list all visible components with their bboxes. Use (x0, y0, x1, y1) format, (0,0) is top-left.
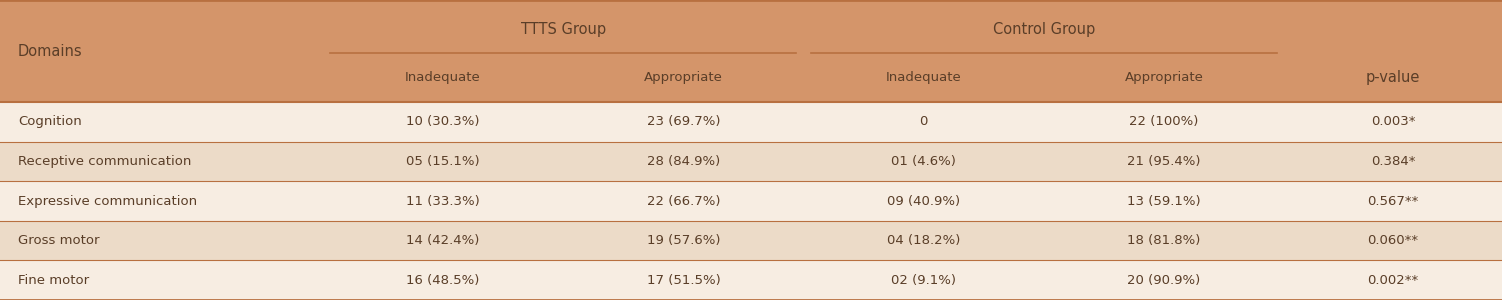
Text: Domains: Domains (18, 44, 83, 59)
Text: 19 (57.6%): 19 (57.6%) (647, 234, 719, 247)
Text: 23 (69.7%): 23 (69.7%) (647, 115, 719, 128)
Text: Fine motor: Fine motor (18, 274, 89, 287)
Text: 20 (90.9%): 20 (90.9%) (1128, 274, 1200, 287)
Text: 22 (100%): 22 (100%) (1130, 115, 1199, 128)
Text: 0.060**: 0.060** (1367, 234, 1419, 247)
Bar (0, 221, 1502, 260)
Text: Inadequate: Inadequate (406, 71, 481, 84)
Text: 01 (4.6%): 01 (4.6%) (891, 155, 957, 168)
Text: 16 (48.5%): 16 (48.5%) (407, 274, 479, 287)
Text: Receptive communication: Receptive communication (18, 155, 191, 168)
Text: Expressive communication: Expressive communication (18, 194, 197, 208)
Text: 18 (81.8%): 18 (81.8%) (1128, 234, 1200, 247)
Text: Inadequate: Inadequate (886, 71, 961, 84)
Bar (0, 102, 1502, 142)
Text: 09 (40.9%): 09 (40.9%) (888, 194, 960, 208)
Text: 0.002**: 0.002** (1367, 274, 1419, 287)
Text: 21 (95.4%): 21 (95.4%) (1128, 155, 1200, 168)
Text: 0.003*: 0.003* (1371, 115, 1415, 128)
Text: 14 (42.4%): 14 (42.4%) (407, 234, 479, 247)
Text: 17 (51.5%): 17 (51.5%) (646, 274, 721, 287)
Text: 13 (59.1%): 13 (59.1%) (1126, 194, 1202, 208)
Text: 10 (30.3%): 10 (30.3%) (407, 115, 479, 128)
Text: TTTS Group: TTTS Group (521, 22, 605, 37)
Text: 0.567**: 0.567** (1367, 194, 1419, 208)
Text: Appropriate: Appropriate (644, 71, 722, 84)
Bar (0, 0, 1502, 102)
Text: Cognition: Cognition (18, 115, 81, 128)
Text: Appropriate: Appropriate (1125, 71, 1203, 84)
Text: 0.384*: 0.384* (1371, 155, 1415, 168)
Text: 05 (15.1%): 05 (15.1%) (406, 155, 481, 168)
Text: 02 (9.1%): 02 (9.1%) (891, 274, 957, 287)
Bar (0, 260, 1502, 300)
Text: 28 (84.9%): 28 (84.9%) (647, 155, 719, 168)
Text: 11 (33.3%): 11 (33.3%) (406, 194, 481, 208)
Text: 04 (18.2%): 04 (18.2%) (888, 234, 960, 247)
Text: p-value: p-value (1365, 70, 1421, 85)
Text: Control Group: Control Group (993, 22, 1095, 37)
Text: 0: 0 (919, 115, 928, 128)
Bar (0, 142, 1502, 181)
Text: Gross motor: Gross motor (18, 234, 99, 247)
Text: 22 (66.7%): 22 (66.7%) (647, 194, 719, 208)
Bar (0, 181, 1502, 221)
